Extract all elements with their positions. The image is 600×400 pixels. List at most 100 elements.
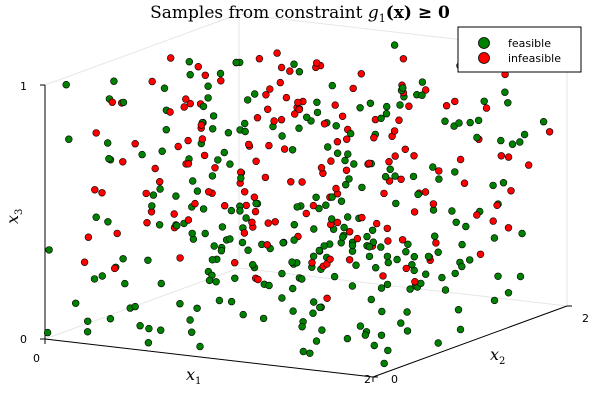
feasible-point: [303, 113, 311, 122]
feasible-point: [310, 225, 318, 233]
feasible-point: [408, 261, 416, 269]
feasible-point: [204, 82, 212, 90]
infeasible-point: [442, 101, 451, 110]
feasible-point: [454, 306, 463, 314]
feasible-point: [312, 193, 320, 202]
feasible-point: [344, 150, 352, 158]
infeasible-point: [156, 178, 164, 186]
infeasible-point: [240, 229, 249, 237]
feasible-point: [504, 99, 512, 107]
infeasible-point: [197, 121, 206, 129]
feasible-point: [208, 256, 217, 264]
feasible-point: [186, 70, 194, 79]
infeasible-point: [317, 164, 326, 172]
infeasible-point: [167, 54, 175, 62]
feasible-point: [318, 326, 326, 334]
feasible-point: [290, 221, 298, 229]
infeasible-point: [333, 138, 342, 146]
infeasible-point: [166, 108, 174, 116]
feasible-point: [214, 156, 222, 164]
infeasible-point: [110, 264, 119, 273]
grid-lines: [44, 13, 568, 340]
infeasible-point: [451, 97, 459, 106]
feasible-point: [105, 155, 113, 163]
feasible-point: [390, 41, 399, 49]
feasible-point: [289, 284, 297, 293]
feasible-point: [278, 269, 286, 278]
feasible-point: [199, 102, 208, 111]
feasible-point: [324, 143, 332, 151]
feasible-point: [238, 238, 247, 247]
x1-tick-2: 2: [364, 373, 371, 386]
infeasible-point: [379, 272, 387, 280]
feasible-point: [227, 206, 236, 215]
infeasible-point: [254, 275, 262, 284]
feasible-point: [404, 240, 412, 249]
infeasible-point: [231, 259, 239, 267]
infeasible-point: [421, 188, 430, 196]
feasible-point: [249, 261, 257, 269]
feasible-point: [244, 96, 252, 104]
feasible-point: [516, 138, 524, 146]
feasible-point: [201, 229, 209, 238]
feasible-point: [429, 206, 438, 214]
feasible-point: [155, 221, 164, 229]
infeasible-point: [266, 85, 274, 93]
feasible-point: [218, 223, 227, 231]
feasible-point: [516, 272, 525, 281]
feasible-point: [312, 337, 321, 345]
x3-tick-0: 0: [20, 333, 27, 346]
feasible-point: [441, 117, 449, 125]
infeasible-point: [119, 158, 127, 166]
feasible-point: [348, 282, 357, 290]
infeasible-point: [273, 49, 281, 57]
feasible-point: [422, 270, 430, 278]
infeasible-point: [286, 67, 294, 75]
feasible-point: [382, 109, 391, 118]
feasible-point: [456, 325, 465, 334]
infeasible-point: [294, 98, 302, 107]
infeasible-point: [298, 178, 306, 186]
x2-tick-0: 0: [391, 373, 398, 386]
feasible-point: [377, 243, 385, 251]
infeasible-point: [98, 189, 106, 197]
feasible-point: [372, 264, 380, 272]
feasible-point: [333, 149, 342, 157]
feasible-point: [377, 114, 385, 123]
feasible-point: [392, 199, 400, 208]
infeasible-point: [391, 152, 399, 160]
infeasible-point: [345, 256, 354, 264]
infeasible-point: [411, 278, 419, 286]
feasible-point: [290, 60, 298, 68]
feasible-point: [406, 285, 414, 293]
infeasible-point: [338, 112, 347, 121]
infeasible-point: [308, 259, 316, 267]
infeasible-point: [395, 116, 403, 124]
feasible-point: [504, 289, 513, 297]
feasible-point: [462, 222, 470, 231]
feasible-point: [227, 297, 236, 306]
feasible-point: [458, 262, 466, 271]
feasible-point: [352, 261, 360, 269]
infeasible-point: [148, 77, 156, 86]
infeasible-point: [251, 207, 260, 216]
infeasible-point: [323, 294, 331, 302]
infeasible-point: [276, 78, 284, 87]
feasible-point: [193, 187, 202, 195]
feasible-point: [489, 181, 497, 190]
infeasible-point: [270, 117, 278, 125]
feasible-point: [205, 276, 214, 285]
feasible-point: [383, 252, 392, 261]
infeasible-point: [184, 216, 193, 224]
legend: feasible infeasible: [457, 26, 582, 73]
infeasible-point: [242, 201, 251, 210]
feasible-point: [377, 331, 386, 339]
feasible-point: [236, 207, 244, 215]
feasible-point: [368, 226, 377, 235]
feasible-point: [138, 150, 146, 159]
feasible-point: [383, 102, 391, 111]
feasible-point: [393, 255, 401, 264]
infeasible-point: [182, 95, 190, 103]
feasible-point: [366, 99, 375, 108]
feasible-point: [216, 69, 225, 78]
